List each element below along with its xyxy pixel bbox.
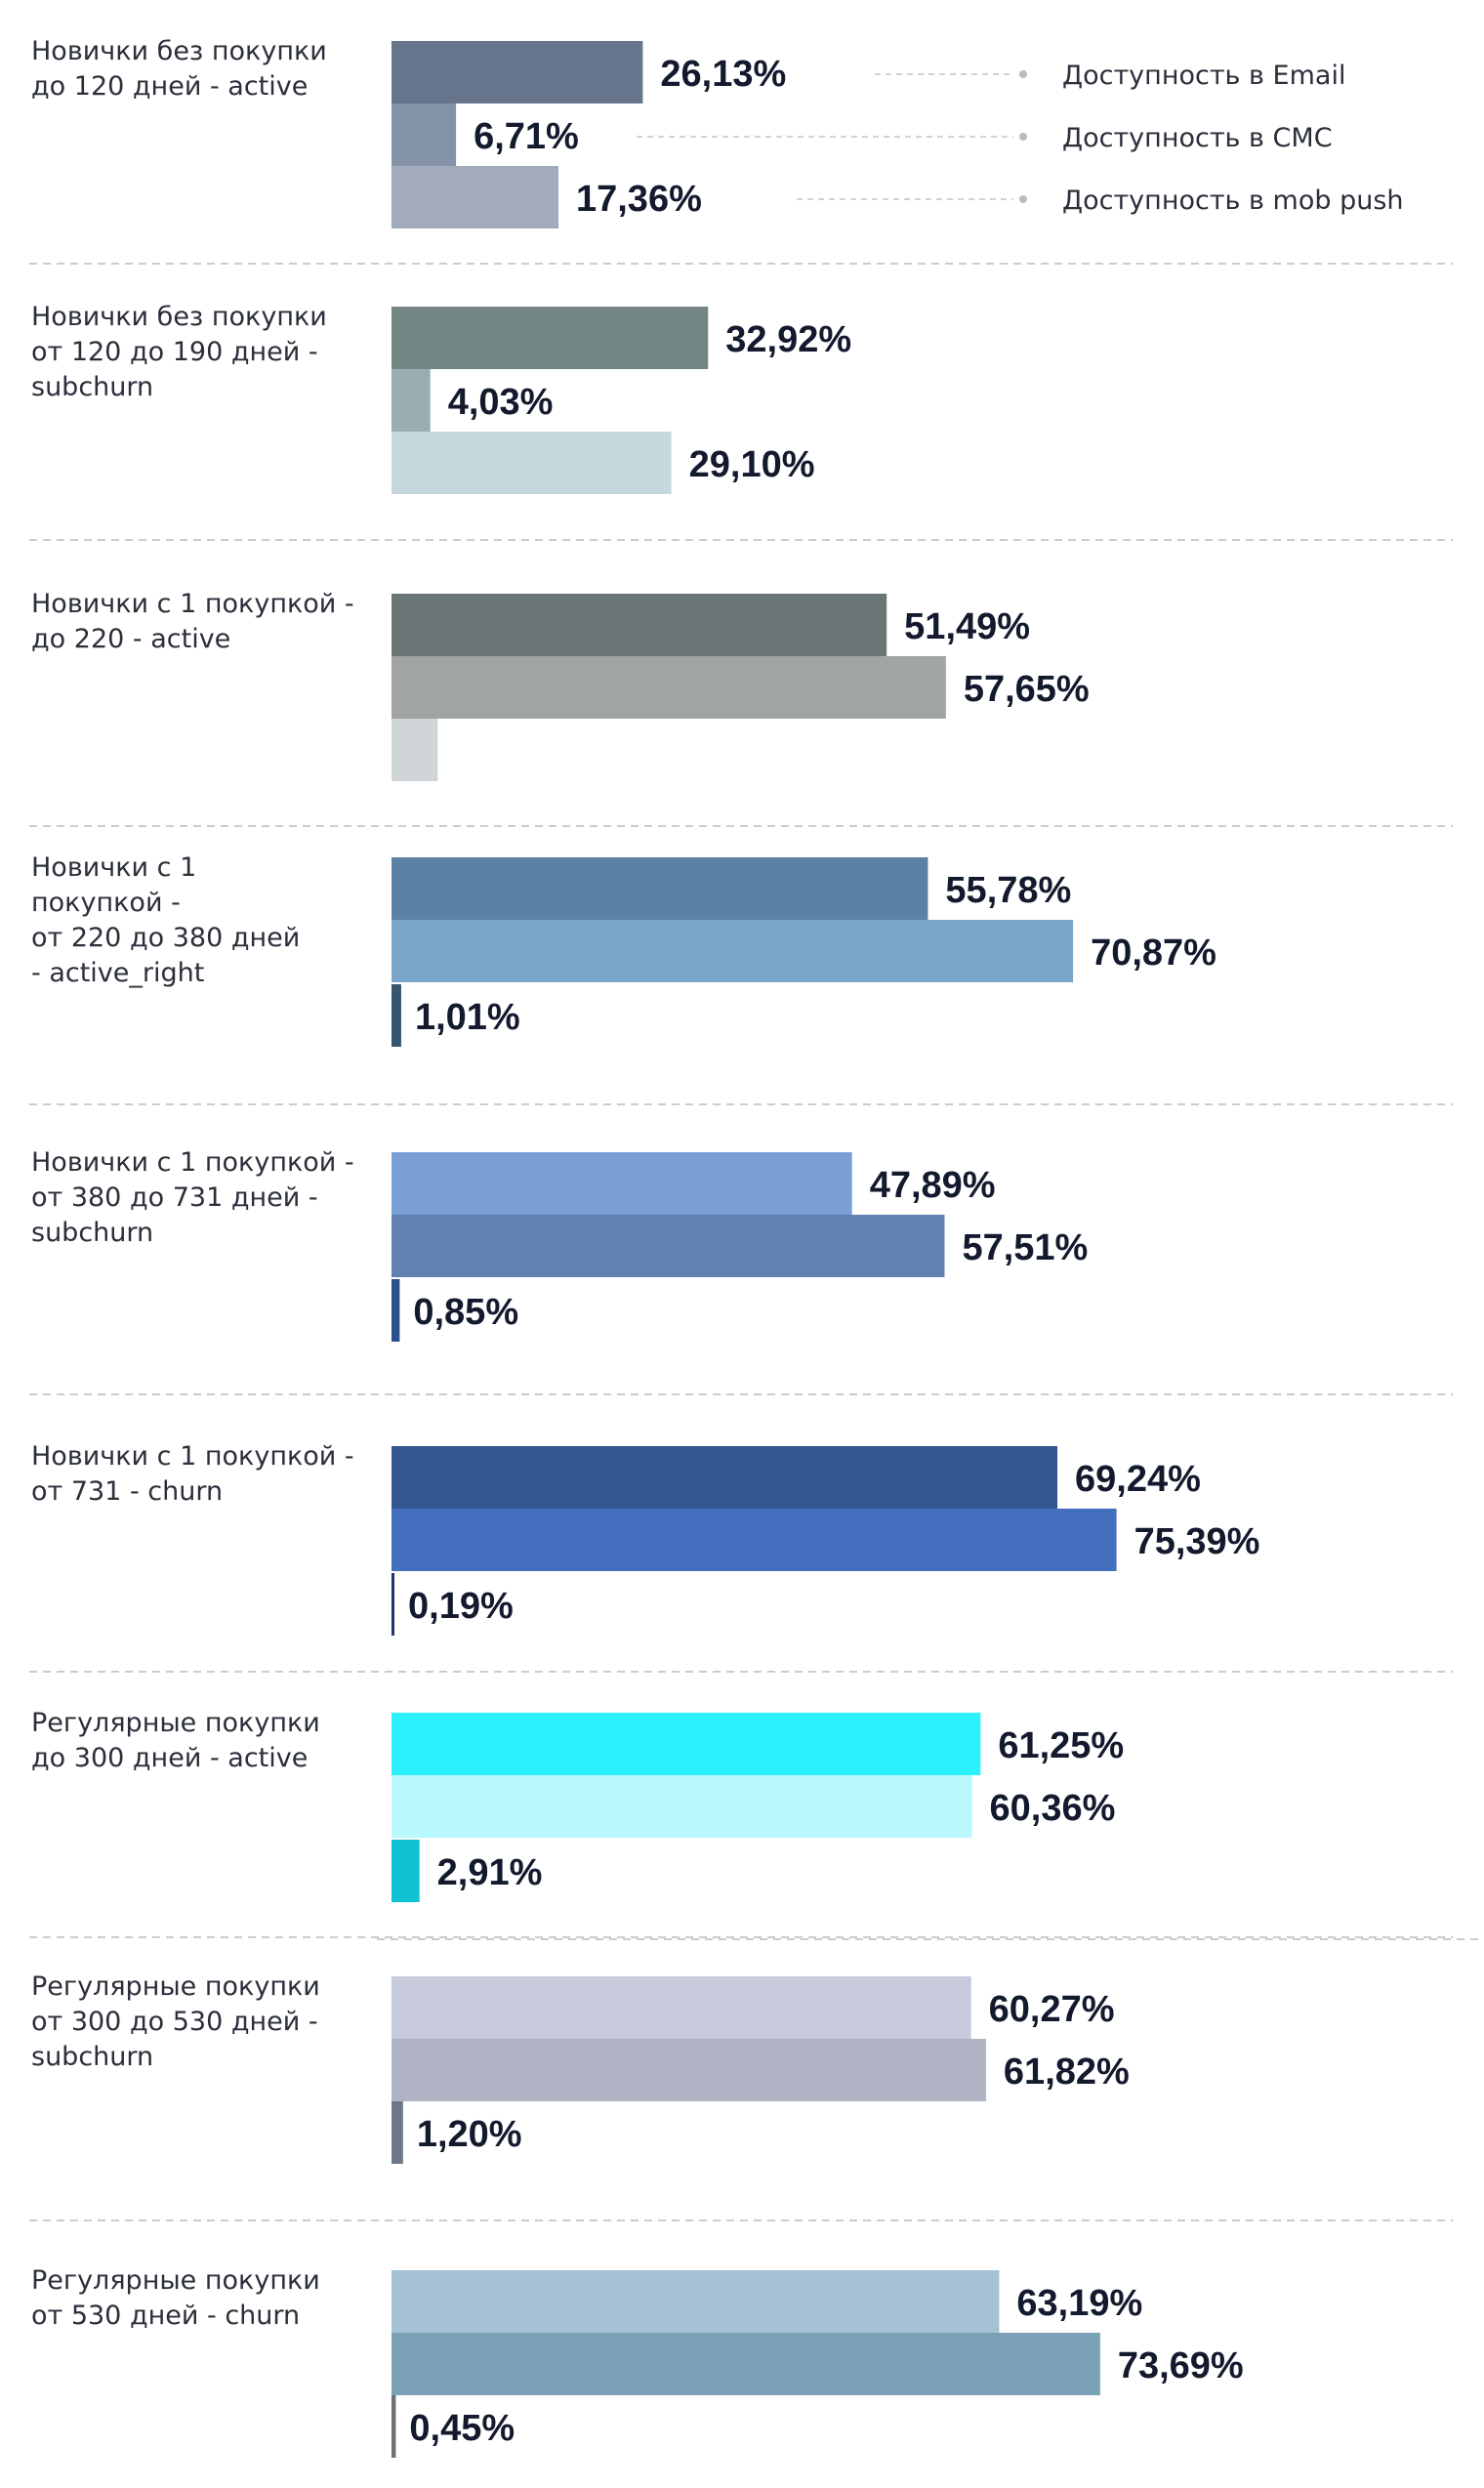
data-label: 0,45% xyxy=(409,2408,515,2449)
bar xyxy=(392,1509,1117,1571)
bar xyxy=(392,1976,971,2039)
bar xyxy=(392,1446,1058,1509)
legend-item: Доступность в СМС xyxy=(1062,123,1333,153)
data-label: 61,25% xyxy=(998,1725,1124,1766)
data-label: 29,10% xyxy=(689,444,815,485)
bar xyxy=(392,1215,945,1277)
bar xyxy=(392,857,928,920)
legend-item: Доступность в mob push xyxy=(1062,186,1404,216)
data-label: 26,13% xyxy=(660,54,786,95)
bar xyxy=(392,2101,403,2164)
bar xyxy=(392,2395,396,2458)
segment-label: Новички без покупки от 120 до 190 дней -s… xyxy=(31,302,327,402)
bar xyxy=(392,432,672,494)
bar xyxy=(392,307,709,369)
bar xyxy=(392,1713,981,1775)
bar xyxy=(392,2270,1000,2333)
segment-label: Новички с 1 покупкой -от 731 - churn xyxy=(31,1441,354,1507)
data-label: 75,39% xyxy=(1134,1521,1260,1562)
segment-label: Новички с 1 покупкой -от 380 до 731 дней… xyxy=(31,1147,354,1248)
bar xyxy=(392,1573,394,1636)
bar xyxy=(392,719,438,781)
segment-label: Новички с 1 покупкой -до 220 - active xyxy=(31,589,354,654)
data-label: 60,36% xyxy=(990,1788,1116,1829)
data-label: 73,69% xyxy=(1118,2345,1244,2386)
legend-dot xyxy=(1019,195,1027,203)
bar xyxy=(392,1840,420,1902)
segment-label: Регулярные покупки от 530 дней - churn xyxy=(31,2265,320,2331)
data-label: 57,51% xyxy=(962,1227,1088,1268)
data-label: 2,91% xyxy=(437,1852,543,1893)
data-label: 4,03% xyxy=(448,382,554,423)
bar xyxy=(392,594,887,656)
bar xyxy=(392,166,558,228)
bar xyxy=(392,1279,400,1342)
bar xyxy=(392,369,431,432)
data-label: 55,78% xyxy=(945,870,1071,911)
legend-dot xyxy=(1019,70,1027,78)
segment-label: Регулярные покупки от 300 до 530 дней -su… xyxy=(31,1971,320,2072)
bar xyxy=(392,656,946,719)
data-label: 0,19% xyxy=(408,1586,514,1627)
data-label: 1,01% xyxy=(415,997,520,1038)
data-label: 17,36% xyxy=(576,179,702,220)
segment-label: Новички без покупки до 120 дней - active xyxy=(31,36,327,102)
data-label: 57,65% xyxy=(964,669,1090,710)
data-label: 32,92% xyxy=(725,319,851,360)
bar xyxy=(392,1152,852,1215)
data-label: 69,24% xyxy=(1075,1459,1201,1500)
data-label: 6,71% xyxy=(474,116,579,157)
bar xyxy=(392,984,401,1047)
segment-label: Регулярные покупки до 300 дней - active xyxy=(31,1708,320,1773)
legend-item: Доступность в Email xyxy=(1062,61,1345,91)
data-label: 63,19% xyxy=(1016,2283,1142,2324)
segment-label: Новички с 1 покупкой -от 220 до 380 дней -… xyxy=(31,852,300,988)
data-label: 60,27% xyxy=(989,1989,1115,2030)
bar xyxy=(392,104,457,166)
data-label: 61,82% xyxy=(1004,2052,1130,2093)
data-label: 47,89% xyxy=(870,1165,996,1206)
data-label: 0,85% xyxy=(413,1292,518,1333)
legend-dot xyxy=(1019,133,1027,141)
bar xyxy=(392,2039,986,2101)
bar xyxy=(392,41,643,104)
data-label: 51,49% xyxy=(904,606,1030,647)
bar xyxy=(392,2333,1100,2395)
bar xyxy=(392,1775,972,1838)
data-label: 70,87% xyxy=(1091,933,1216,974)
bar xyxy=(392,920,1074,982)
data-label: 1,20% xyxy=(417,2114,522,2155)
